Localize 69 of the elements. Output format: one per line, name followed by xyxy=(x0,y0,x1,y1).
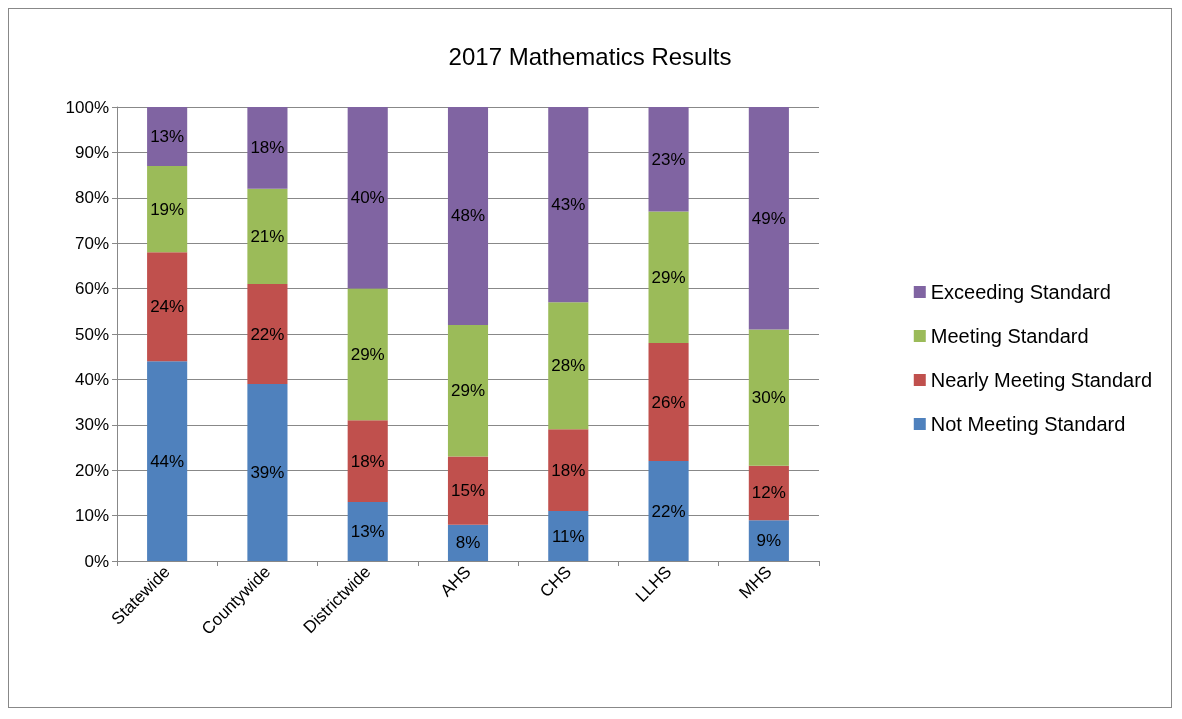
data-label: 18% xyxy=(250,138,285,158)
data-label: 22% xyxy=(651,501,686,521)
data-label: 23% xyxy=(651,149,686,169)
data-label: 22% xyxy=(250,324,285,344)
data-label: 21% xyxy=(250,226,285,246)
y-tick-label: 10% xyxy=(74,506,109,526)
bar xyxy=(347,501,388,561)
bar xyxy=(548,429,589,512)
y-tick-label: 30% xyxy=(74,415,109,435)
y-tick-label: 90% xyxy=(74,142,109,162)
data-label: 40% xyxy=(350,188,385,208)
data-label: 44% xyxy=(150,451,185,471)
data-label: 29% xyxy=(350,344,385,364)
data-label: 28% xyxy=(551,356,586,376)
y-tick-label: 70% xyxy=(74,233,109,253)
bar xyxy=(648,343,689,462)
bar xyxy=(648,107,689,212)
data-label: 24% xyxy=(150,297,185,317)
data-label: 26% xyxy=(651,392,686,412)
bar xyxy=(147,252,188,362)
data-label: 9% xyxy=(756,531,782,551)
data-label: 19% xyxy=(150,199,185,219)
y-tick-label: 100% xyxy=(65,97,109,117)
bar xyxy=(247,383,288,561)
data-label: 15% xyxy=(450,481,486,501)
data-label: 29% xyxy=(450,381,486,401)
bar xyxy=(147,166,188,253)
bar xyxy=(347,420,388,502)
data-label: 39% xyxy=(250,462,285,482)
bar xyxy=(147,107,188,167)
y-tick-label: 0% xyxy=(84,551,109,571)
legend-label: Meeting Standard xyxy=(930,325,1089,347)
bar xyxy=(648,461,689,561)
legend-label: Exceeding Standard xyxy=(930,281,1111,303)
y-tick-label: 80% xyxy=(74,188,109,208)
y-tick-label: 60% xyxy=(74,279,109,299)
data-label: 18% xyxy=(551,460,586,480)
bar xyxy=(648,211,689,344)
data-label: 11% xyxy=(551,526,585,546)
legend-label: Nearly Meeting Standard xyxy=(930,369,1152,391)
data-label: 18% xyxy=(350,451,385,471)
data-label: 43% xyxy=(551,195,586,215)
legend-label: Not Meeting Standard xyxy=(930,413,1126,435)
data-label: 13% xyxy=(150,127,185,147)
bar xyxy=(748,329,789,466)
data-label: 8% xyxy=(455,533,481,553)
bar xyxy=(247,188,288,285)
data-label: 12% xyxy=(751,483,786,503)
data-label: 30% xyxy=(751,388,786,408)
bar xyxy=(147,361,188,561)
data-label: 13% xyxy=(350,521,385,541)
y-tick-label: 40% xyxy=(74,369,109,389)
bar xyxy=(748,107,789,330)
data-label: 29% xyxy=(651,267,686,287)
bar xyxy=(247,284,288,384)
y-tick-label: 20% xyxy=(74,460,109,480)
bar xyxy=(548,511,589,561)
bar xyxy=(247,107,288,189)
bar xyxy=(447,324,489,457)
bar xyxy=(548,302,589,430)
bar xyxy=(447,107,489,325)
data-label: 48% xyxy=(450,206,486,226)
bar xyxy=(447,456,489,525)
bar xyxy=(347,107,388,289)
bar xyxy=(347,288,388,421)
bar xyxy=(548,107,589,303)
y-tick-label: 50% xyxy=(74,324,109,344)
chart-title: 2017 Mathematics Results xyxy=(448,42,732,70)
data-label: 49% xyxy=(751,208,786,228)
